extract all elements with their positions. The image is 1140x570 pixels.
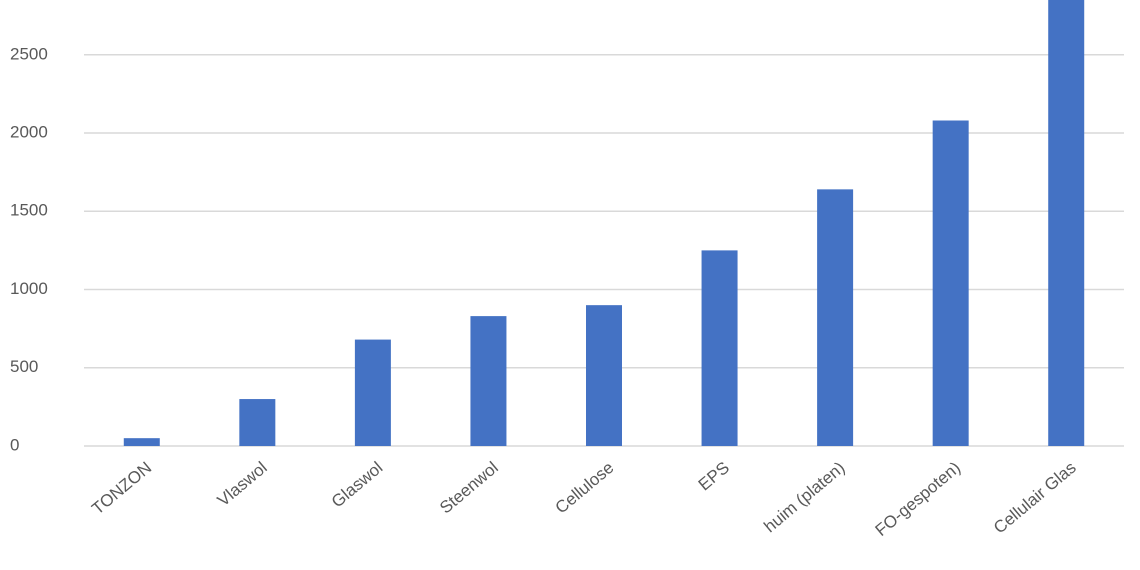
x-tick-label: huim (platen) (760, 458, 848, 536)
bar (586, 305, 622, 446)
bar (354, 339, 391, 446)
x-tick-label: EPS (695, 458, 733, 494)
bar (817, 189, 854, 447)
bar (470, 316, 507, 446)
bar (239, 399, 276, 446)
y-tick-label: 500 (10, 357, 38, 376)
y-tick-label: 0 (10, 435, 19, 454)
x-tick-label: Steenwol (436, 458, 502, 518)
x-tick-label: Cellulair Glas (990, 458, 1080, 538)
bar (932, 120, 969, 447)
y-tick-label: 2500 (10, 44, 48, 63)
y-tick-label: 1500 (10, 201, 48, 220)
bar (1048, 0, 1085, 446)
y-tick-label: 1000 (10, 279, 48, 298)
bar (701, 250, 738, 446)
x-tick-label: FO-gespoten) (872, 458, 965, 540)
y-tick-label: 2000 (10, 123, 48, 142)
x-tick-label: Glaswol (328, 458, 387, 511)
x-tick-label: Vlaswol (214, 458, 271, 510)
x-tick-label: TONZON (88, 458, 155, 518)
x-tick-label: Cellulose (552, 458, 618, 518)
bar (123, 438, 160, 446)
